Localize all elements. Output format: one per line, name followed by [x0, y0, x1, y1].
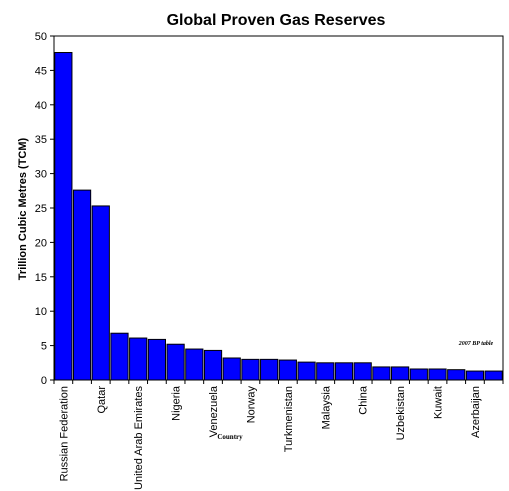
y-tick-label: 0: [41, 375, 47, 387]
bar-iraq: [222, 357, 241, 381]
bar-indonesia: [260, 358, 279, 381]
bar-canada: [409, 368, 428, 381]
x-tick-label: China: [358, 385, 370, 415]
source-annotation: 2007 BP table: [458, 341, 494, 347]
x-tick-label: Russian Federation: [58, 386, 70, 481]
bar-algeria: [185, 348, 204, 381]
x-tick-label: Malaysia: [320, 385, 332, 429]
chart-title: Global Proven Gas Reserves: [167, 12, 386, 29]
x-tick-label: Nigeria: [171, 385, 183, 421]
y-tick-label: 25: [35, 203, 47, 215]
bar-turkmenistan: [278, 359, 297, 381]
bar-qatar: [91, 205, 110, 381]
y-axis-label: Trillion Cubic Metres (TCM): [17, 137, 29, 280]
bar-uzbekistan: [391, 366, 410, 381]
bar-united-arab-emirates: [129, 337, 148, 381]
y-tick-label: 30: [35, 169, 47, 181]
bar-malaysia: [316, 362, 335, 381]
bar-kazakhstan: [334, 362, 354, 381]
y-tick-label: 15: [35, 272, 47, 284]
x-tick-label: Turkmenistan: [283, 386, 295, 452]
y-tick-label: 10: [35, 306, 47, 318]
bar-nigeria: [166, 343, 185, 381]
y-tick-label: 35: [35, 134, 47, 146]
bar-russian-federation: [54, 52, 73, 381]
bar-azerbaijan: [465, 370, 485, 381]
x-tick-label: Uzbekistan: [395, 386, 407, 440]
x-tick-label: Venezuela: [208, 385, 220, 437]
y-tick-label: 5: [41, 341, 47, 353]
bar-saudi-arabia: [110, 332, 129, 381]
y-tick-label: 20: [35, 237, 47, 249]
bar-united-states: [147, 338, 167, 381]
x-tick-label: Azerbaijan: [470, 386, 482, 438]
x-tick-label: Qatar: [96, 386, 108, 414]
bar-iran: [72, 189, 92, 381]
bar-libya: [447, 369, 466, 381]
bar-australia: [297, 361, 316, 381]
y-tick-label: 50: [35, 31, 47, 43]
y-tick-label: 40: [35, 100, 47, 112]
x-tick-label: United Arab Emirates: [133, 386, 145, 490]
bar-kuwait: [428, 368, 447, 381]
bar-china: [353, 362, 372, 381]
bar-egypt: [372, 366, 391, 381]
x-tick-label: Kuwait: [433, 386, 445, 419]
bar-venezuela: [203, 349, 223, 381]
x-axis-label: Country: [217, 433, 243, 441]
plot-area: 0 5 10 15 20 25 30 35 40 45 50 Russian Federation Qa…: [35, 31, 504, 490]
x-tick-label: Norway: [245, 386, 257, 424]
bar-netherlands: [484, 370, 503, 381]
bar-norway: [241, 358, 260, 381]
y-tick-label: 45: [35, 65, 47, 77]
plot-border: [53, 35, 504, 381]
